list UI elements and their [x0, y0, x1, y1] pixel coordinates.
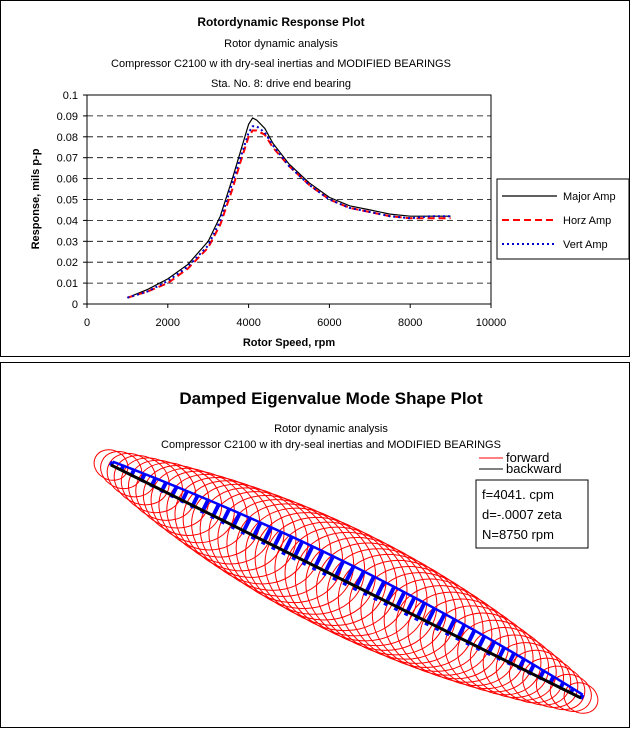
chart-subtitle-3: Sta. No. 8: drive end bearing: [211, 78, 351, 90]
series-line-vert-amp: [127, 125, 451, 299]
legend-label: Major Amp: [563, 191, 616, 203]
series-line-major-amp: [127, 117, 451, 299]
response-plot-panel: Rotordynamic Response Plot Rotor dynamic…: [0, 0, 630, 357]
legend-label: forward: [506, 450, 549, 465]
y-tick-label: 0: [72, 299, 78, 311]
plot-frame: [86, 94, 492, 305]
chart-title: Rotordynamic Response Plot: [197, 15, 364, 29]
y-tick-label: 0.02: [57, 257, 78, 269]
y-tick-label: 0.04: [57, 215, 78, 227]
y-tick-label: 0.01: [57, 278, 78, 290]
mode-shape-title: Damped Eigenvalue Mode Shape Plot: [179, 389, 483, 408]
x-tick-label: 8000: [398, 317, 422, 329]
y-axis-label: Response, mils p-p: [30, 148, 42, 249]
x-tick-label: 4000: [236, 317, 260, 329]
info-line: d=-.0007 zeta: [482, 507, 563, 522]
y-tick-label: 0.09: [57, 111, 78, 123]
legend-label: backward: [506, 461, 562, 476]
response-chart: Rotordynamic Response Plot Rotor dynamic…: [30, 15, 630, 349]
y-tick-label: 0.05: [57, 195, 78, 207]
x-axis-label: Rotor Speed, rpm: [243, 337, 336, 349]
y-tick-label: 0.06: [57, 174, 78, 186]
mode-shape-diagram: Damped Eigenvalue Mode Shape Plot Rotor …: [93, 389, 599, 714]
whirl-segment: [578, 693, 585, 700]
mode-shape-subtitle-2: Compressor C2100 w ith dry-seal inertias…: [161, 439, 501, 451]
chart-subtitle-2: Compressor C2100 w ith dry-seal inertias…: [111, 58, 451, 70]
mode-shape-panel: Damped Eigenvalue Mode Shape Plot Rotor …: [0, 362, 630, 728]
y-tick-label: 0.07: [57, 153, 78, 165]
y-tick-label: 0.1: [63, 90, 78, 102]
legend-label: Vert Amp: [563, 239, 608, 251]
x-tick-label: 0: [84, 317, 90, 329]
legend-label: Horz Amp: [563, 215, 611, 227]
info-line: f=4041. cpm: [482, 487, 554, 502]
info-line: N=8750 rpm: [482, 527, 554, 542]
info-box: [475, 479, 589, 549]
mode-shape-subtitle-1: Rotor dynamic analysis: [274, 423, 388, 435]
whirl-outline: [112, 460, 584, 696]
x-tick-label: 10000: [476, 317, 507, 329]
rotor-axis-line: [110, 463, 582, 700]
chart-subtitle-1: Rotor dynamic analysis: [224, 38, 338, 50]
x-tick-label: 2000: [156, 317, 180, 329]
x-tick-label: 6000: [317, 317, 341, 329]
y-tick-label: 0.08: [57, 132, 78, 144]
y-tick-label: 0.03: [57, 236, 78, 248]
